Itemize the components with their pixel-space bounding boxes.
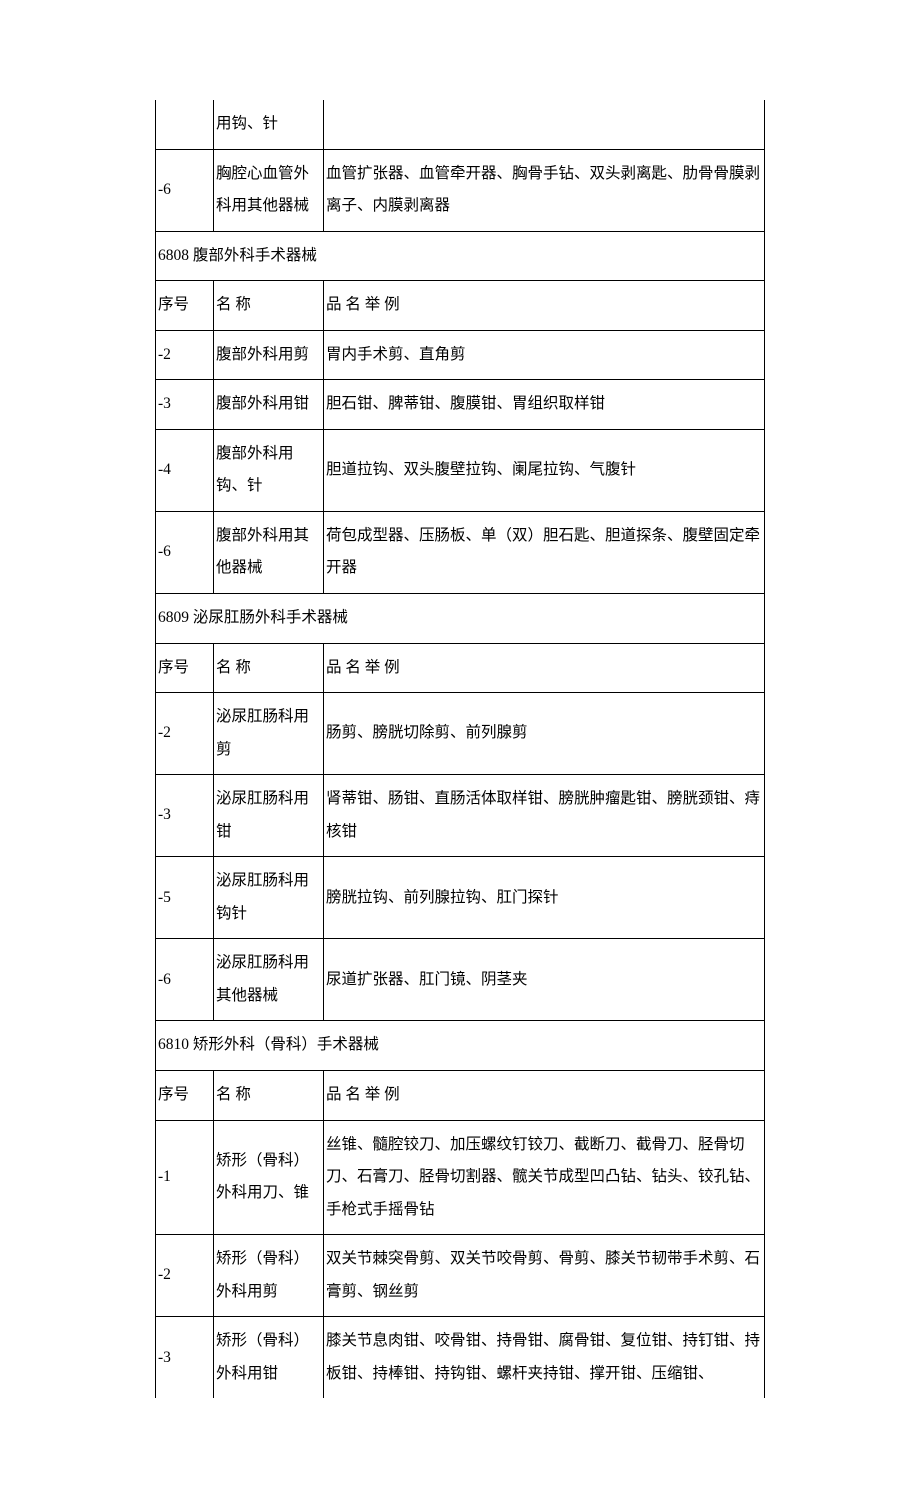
table-row: -2矫形（骨科）外科用剪双关节棘突骨剪、双关节咬骨剪、骨剪、膝关节韧带手术剪、石…	[156, 1235, 765, 1317]
name-cell: 胸腔心血管外科用其他器械	[214, 149, 324, 231]
example-cell: 肾蒂钳、肠钳、直肠活体取样钳、膀胱肿瘤匙钳、膀胱颈钳、痔核钳	[324, 775, 765, 857]
seq-cell: -5	[156, 857, 214, 939]
seq-cell: -4	[156, 429, 214, 511]
table-row: -6泌尿肛肠科用其他器械尿道扩张器、肛门镜、阴茎夹	[156, 939, 765, 1021]
table-row: 用钩、针	[156, 100, 765, 149]
seq-cell: -3	[156, 775, 214, 857]
table-row: -3矫形（骨科）外科用钳膝关节息肉钳、咬骨钳、持骨钳、腐骨钳、复位钳、持钉钳、持…	[156, 1317, 765, 1399]
col-header-name: 名 称	[214, 643, 324, 693]
col-header-example: 品 名 举 例	[324, 281, 765, 331]
table-row: -1矫形（骨科）外科用刀、锥丝锥、髓腔铰刀、加压螺纹钉铰刀、截断刀、截骨刀、胫骨…	[156, 1120, 765, 1235]
seq-cell: -3	[156, 380, 214, 430]
seq-cell: -1	[156, 1120, 214, 1235]
name-cell: 矫形（骨科）外科用剪	[214, 1235, 324, 1317]
table-row: -6腹部外科用其他器械荷包成型器、压肠板、单（双）胆石匙、胆道探条、腹壁固定牵开…	[156, 511, 765, 593]
table-row: -2泌尿肛肠科用剪肠剪、膀胱切除剪、前列腺剪	[156, 693, 765, 775]
name-cell: 用钩、针	[214, 100, 324, 149]
example-cell: 胃内手术剪、直角剪	[324, 330, 765, 380]
seq-cell: -2	[156, 330, 214, 380]
seq-cell: -2	[156, 1235, 214, 1317]
section-header: 6809 泌尿肛肠外科手术器械	[156, 594, 765, 644]
seq-cell: -6	[156, 511, 214, 593]
example-cell: 尿道扩张器、肛门镜、阴茎夹	[324, 939, 765, 1021]
section-header: 6810 矫形外科（骨科）手术器械	[156, 1021, 765, 1071]
table-row: 6809 泌尿肛肠外科手术器械	[156, 594, 765, 644]
name-cell: 腹部外科用剪	[214, 330, 324, 380]
table-row: 序号名 称品 名 举 例	[156, 1071, 765, 1121]
example-cell: 荷包成型器、压肠板、单（双）胆石匙、胆道探条、腹壁固定牵开器	[324, 511, 765, 593]
seq-cell: -6	[156, 939, 214, 1021]
table-row: -5泌尿肛肠科用钩针膀胱拉钩、前列腺拉钩、肛门探针	[156, 857, 765, 939]
name-cell: 泌尿肛肠科用钳	[214, 775, 324, 857]
seq-cell: -2	[156, 693, 214, 775]
table-row: 序号名 称品 名 举 例	[156, 281, 765, 331]
name-cell: 泌尿肛肠科用其他器械	[214, 939, 324, 1021]
col-header-seq: 序号	[156, 281, 214, 331]
col-header-example: 品 名 举 例	[324, 1071, 765, 1121]
table-row: -4腹部外科用钩、针胆道拉钩、双头腹壁拉钩、阑尾拉钩、气腹针	[156, 429, 765, 511]
device-catalog-table: 用钩、针-6胸腔心血管外科用其他器械血管扩张器、血管牵开器、胸骨手钻、双头剥离匙…	[155, 100, 765, 1398]
name-cell: 矫形（骨科）外科用刀、锥	[214, 1120, 324, 1235]
table-row: -6胸腔心血管外科用其他器械血管扩张器、血管牵开器、胸骨手钻、双头剥离匙、肋骨骨…	[156, 149, 765, 231]
example-cell: 双关节棘突骨剪、双关节咬骨剪、骨剪、膝关节韧带手术剪、石膏剪、钢丝剪	[324, 1235, 765, 1317]
table-row: -3腹部外科用钳胆石钳、脾蒂钳、腹膜钳、胃组织取样钳	[156, 380, 765, 430]
name-cell: 泌尿肛肠科用剪	[214, 693, 324, 775]
table-body: 用钩、针-6胸腔心血管外科用其他器械血管扩张器、血管牵开器、胸骨手钻、双头剥离匙…	[156, 100, 765, 1398]
col-header-name: 名 称	[214, 1071, 324, 1121]
name-cell: 矫形（骨科）外科用钳	[214, 1317, 324, 1399]
example-cell: 膝关节息肉钳、咬骨钳、持骨钳、腐骨钳、复位钳、持钉钳、持板钳、持棒钳、持钩钳、螺…	[324, 1317, 765, 1399]
example-cell: 肠剪、膀胱切除剪、前列腺剪	[324, 693, 765, 775]
name-cell: 腹部外科用钳	[214, 380, 324, 430]
document-page: 用钩、针-6胸腔心血管外科用其他器械血管扩张器、血管牵开器、胸骨手钻、双头剥离匙…	[0, 0, 920, 1498]
section-header: 6808 腹部外科手术器械	[156, 231, 765, 281]
example-cell: 膀胱拉钩、前列腺拉钩、肛门探针	[324, 857, 765, 939]
name-cell: 泌尿肛肠科用钩针	[214, 857, 324, 939]
col-header-seq: 序号	[156, 1071, 214, 1121]
name-cell: 腹部外科用钩、针	[214, 429, 324, 511]
name-cell: 腹部外科用其他器械	[214, 511, 324, 593]
example-cell	[324, 100, 765, 149]
col-header-name: 名 称	[214, 281, 324, 331]
col-header-seq: 序号	[156, 643, 214, 693]
col-header-example: 品 名 举 例	[324, 643, 765, 693]
example-cell: 血管扩张器、血管牵开器、胸骨手钻、双头剥离匙、肋骨骨膜剥离子、内膜剥离器	[324, 149, 765, 231]
table-row: -2腹部外科用剪胃内手术剪、直角剪	[156, 330, 765, 380]
example-cell: 胆道拉钩、双头腹壁拉钩、阑尾拉钩、气腹针	[324, 429, 765, 511]
example-cell: 丝锥、髓腔铰刀、加压螺纹钉铰刀、截断刀、截骨刀、胫骨切刀、石膏刀、胫骨切割器、髋…	[324, 1120, 765, 1235]
seq-cell	[156, 100, 214, 149]
table-row: 6808 腹部外科手术器械	[156, 231, 765, 281]
table-row: -3泌尿肛肠科用钳肾蒂钳、肠钳、直肠活体取样钳、膀胱肿瘤匙钳、膀胱颈钳、痔核钳	[156, 775, 765, 857]
table-row: 序号名 称品 名 举 例	[156, 643, 765, 693]
table-row: 6810 矫形外科（骨科）手术器械	[156, 1021, 765, 1071]
seq-cell: -3	[156, 1317, 214, 1399]
example-cell: 胆石钳、脾蒂钳、腹膜钳、胃组织取样钳	[324, 380, 765, 430]
seq-cell: -6	[156, 149, 214, 231]
